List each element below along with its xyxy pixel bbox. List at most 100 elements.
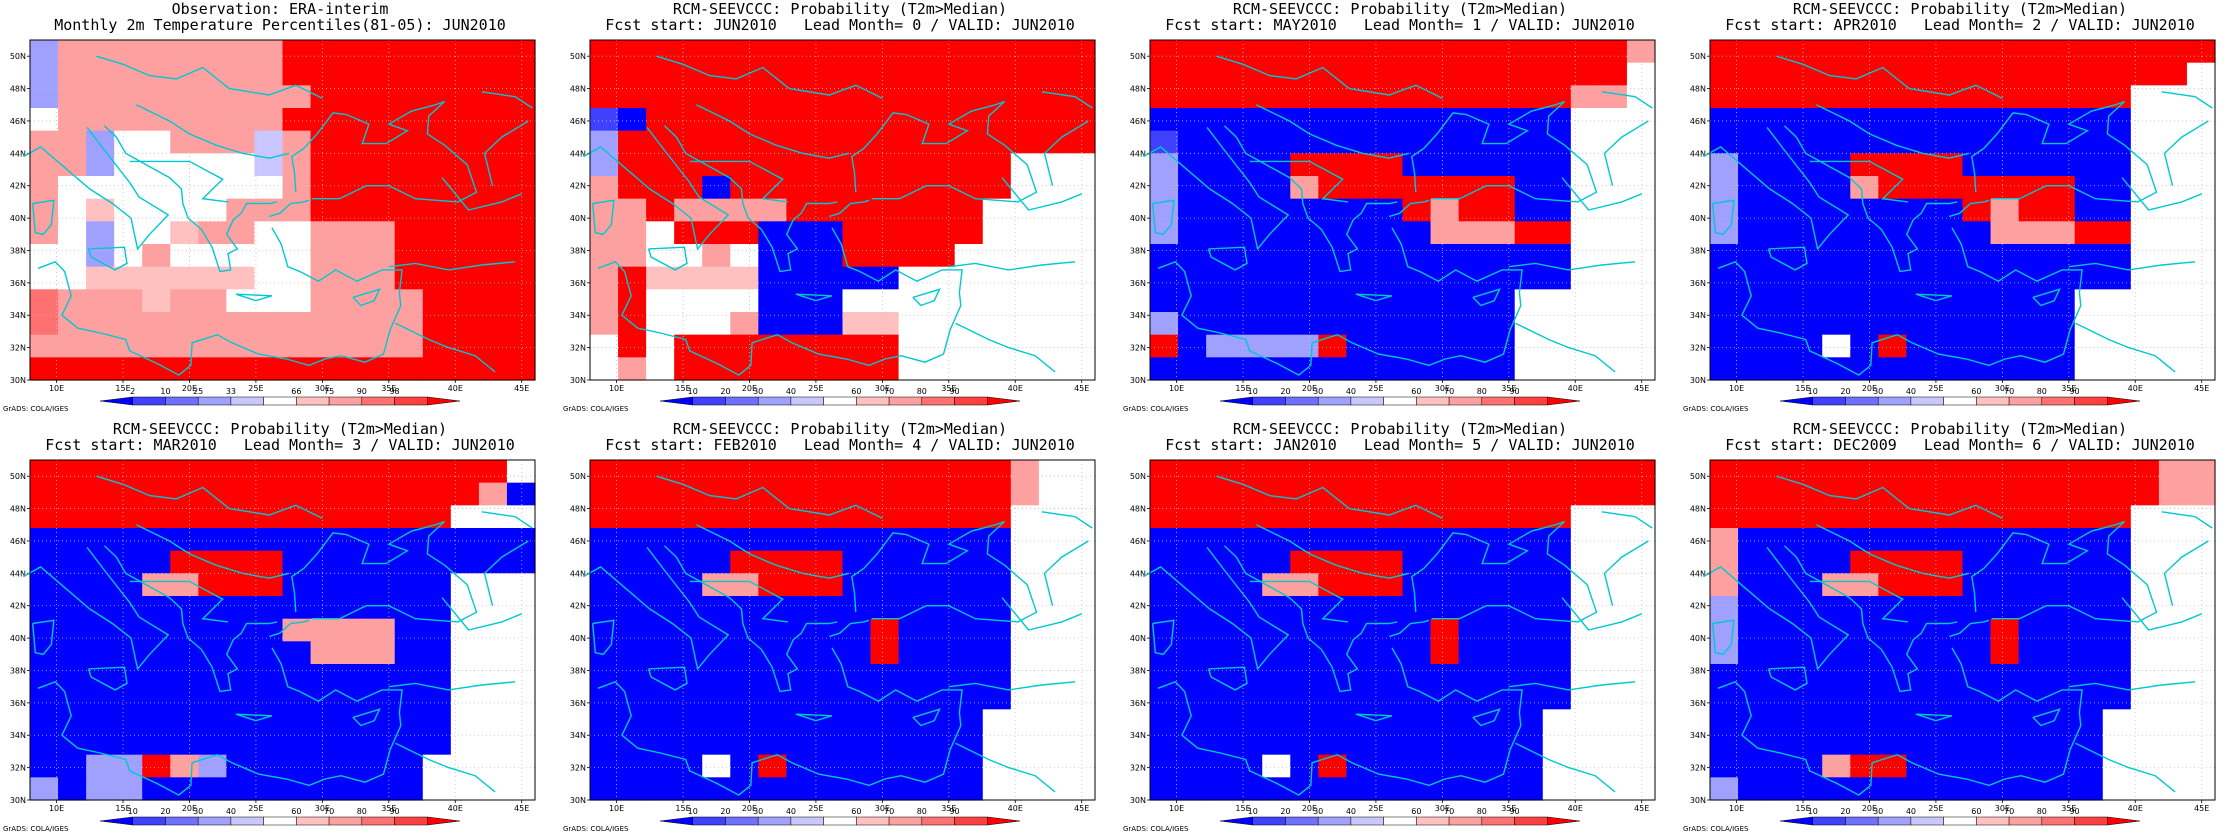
heatmap-cell [1374,505,1404,529]
heatmap-cell [1458,198,1488,222]
heatmap-cell [646,221,675,245]
coastline [2121,597,2202,631]
heatmap-cell [898,596,928,620]
heatmap-cell [1962,460,1992,484]
heatmap-cell [86,709,115,733]
heatmap-cell [1178,664,1207,688]
heatmap-cell [1878,664,1907,688]
coastline [32,199,55,236]
heatmap-cell [1514,221,1544,245]
colorbar-label: 20 [1280,807,1290,816]
heatmap-cell [758,357,787,381]
heatmap-cell [870,528,900,552]
heatmap-cell [1150,40,1179,64]
heatmap-cell [1906,108,1936,132]
heatmap-cell [2018,153,2048,177]
heatmap-cell [506,482,536,506]
coastline [583,546,730,671]
heatmap-cell [1038,85,1068,109]
coastline [1601,91,1653,109]
heatmap-cell [1710,176,1739,200]
heatmap-cell [2186,618,2216,642]
coastline [656,475,883,519]
heatmap-cell [394,176,424,200]
coastline [441,597,522,631]
heatmap-cell [506,221,536,245]
heatmap-cell [2158,108,2188,132]
y-tick-label: 40N [1130,634,1146,643]
heatmap-cell [1206,528,1235,552]
heatmap-cell [1542,62,1572,86]
coastline [1388,619,1430,638]
coastline [1712,199,1735,236]
heatmap-cell [1346,198,1376,222]
heatmap-cell [114,198,143,222]
heatmap-cell [2186,312,2216,336]
heatmap-cell [870,618,900,642]
heatmap-cell [2046,550,2076,574]
heatmap-cell [1374,221,1404,245]
heatmap-cell [1906,40,1936,64]
heatmap-cell [1906,686,1936,710]
heatmap-cell [646,312,675,336]
heatmap-cell [842,244,872,268]
heatmap-cell [366,482,396,506]
heatmap-cell [1934,334,1964,358]
heatmap-cell [842,62,872,86]
colorbar-segment [790,396,824,406]
heatmap-cell [898,357,928,381]
heatmap-cell [870,85,900,109]
y-tick-label: 46N [1130,537,1146,546]
heatmap-cell [1598,221,1628,245]
heatmap-cell [786,176,816,200]
heatmap-cell [1010,573,1040,597]
heatmap-cell [30,108,59,132]
heatmap-cell [674,777,703,801]
heatmap-cell [1766,573,1795,597]
heatmap-cell [1486,357,1516,381]
heatmap-cell [282,686,312,710]
heatmap-cell [674,732,703,756]
coastline [1776,55,2003,99]
heatmap-cell [2158,244,2188,268]
heatmap-cell [926,641,956,665]
y-tick-label: 44N [10,569,26,578]
heatmap-cell [1710,460,1739,484]
heatmap-cell [1906,153,1936,177]
heatmap-cell [1402,334,1432,358]
heatmap-cell [1234,176,1263,200]
colorbar-label: 80 [357,807,367,816]
heatmap-cell [758,482,787,506]
heatmap-cell [674,618,703,642]
heatmap-cell [2046,176,2076,200]
heatmap-cell [254,40,284,64]
heatmap-cell [1738,334,1767,358]
heatmap-cell [1542,40,1572,64]
heatmap-cell [1598,40,1628,64]
colorbar-segment [2008,396,2043,406]
heatmap-cell [310,130,340,154]
heatmap-cell [366,573,396,597]
heatmap-cell [1710,686,1739,710]
heatmap-cell [1402,62,1432,86]
colorbar-segment [263,816,297,826]
heatmap-cell [1822,176,1851,200]
x-tick-label: 25E [1368,384,1383,393]
heatmap-cell [1514,505,1544,529]
colorbar-segment [394,396,428,406]
heatmap-cell [1178,85,1207,109]
heatmap-cell [1710,312,1739,336]
heatmap-cell [2046,153,2076,177]
heatmap-cell [1038,289,1068,313]
heatmap-cell [730,754,759,778]
heatmap-cell [226,641,256,665]
heatmap-cell [142,289,171,313]
heatmap-cell [1206,664,1235,688]
heatmap-cell [2018,244,2048,268]
heatmap-cell [1066,686,1096,710]
heatmap-cell [1178,130,1207,154]
heatmap-cell [1990,289,2020,313]
x-tick-label: 25E [808,804,823,813]
heatmap-cell [338,289,368,313]
heatmap-cell [1234,618,1263,642]
